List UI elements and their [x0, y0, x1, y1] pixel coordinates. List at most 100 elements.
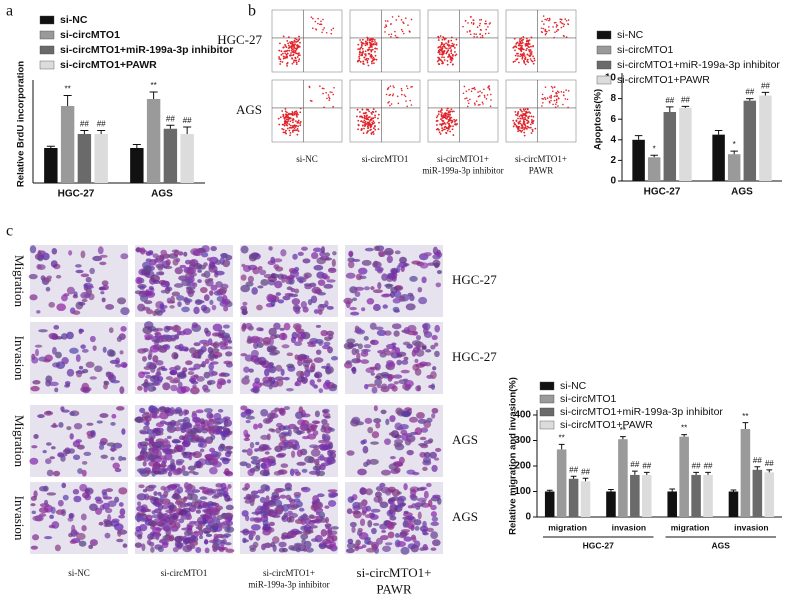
- cell: [180, 422, 188, 431]
- event-dot: [365, 58, 367, 61]
- event-dot: [365, 40, 367, 43]
- cell: [295, 500, 303, 508]
- event-dot: [296, 56, 299, 58]
- event-dot: [516, 58, 519, 60]
- event-dot: [406, 105, 408, 108]
- event-dot: [445, 47, 448, 50]
- event-dot: [546, 17, 549, 20]
- cell: [325, 545, 334, 549]
- cell: [369, 366, 378, 370]
- event-dot: [520, 50, 523, 53]
- cell: [246, 448, 253, 456]
- cell: [136, 505, 146, 512]
- cell: [88, 544, 94, 550]
- event-dot: [481, 91, 483, 94]
- event-dot: [397, 102, 400, 105]
- plot-frame: [427, 9, 499, 73]
- cell: [370, 508, 381, 513]
- cell: [178, 343, 184, 352]
- event-dot: [370, 49, 373, 52]
- event-dot: [441, 112, 443, 114]
- cell: [404, 407, 412, 412]
- cell: [157, 264, 164, 271]
- event-dot: [484, 20, 487, 22]
- cell: [69, 539, 77, 544]
- event-dot: [526, 122, 529, 125]
- cell: [293, 426, 299, 434]
- event-dot: [289, 41, 292, 44]
- cell: [199, 418, 206, 425]
- cell: [179, 264, 187, 269]
- cell: [244, 375, 250, 379]
- event-dot: [454, 119, 457, 122]
- cell: [169, 419, 177, 427]
- event-dot: [439, 49, 442, 52]
- event-dot: [370, 128, 372, 131]
- cell: [285, 387, 294, 392]
- event-dot: [445, 131, 447, 134]
- event-dot: [475, 33, 477, 35]
- event-dot: [514, 54, 517, 57]
- event-dot: [479, 22, 481, 25]
- event-dot: [514, 49, 516, 52]
- event-dot: [291, 126, 294, 129]
- cell: [48, 524, 56, 529]
- x-tick-label: migration: [671, 522, 710, 532]
- event-dot: [547, 26, 550, 28]
- event-dot: [441, 115, 443, 118]
- event-dot: [299, 107, 302, 110]
- event-dot: [372, 108, 375, 111]
- cell: [343, 342, 354, 350]
- event-dot: [284, 110, 287, 113]
- cell: [32, 380, 41, 385]
- cell: [182, 470, 190, 477]
- cell: [359, 518, 366, 527]
- event-dot: [297, 44, 299, 47]
- event-dot: [466, 31, 469, 33]
- cell: [254, 377, 260, 384]
- event-dot: [371, 43, 374, 46]
- event-dot: [530, 115, 533, 118]
- cell: [387, 531, 395, 539]
- event-dot: [361, 44, 363, 47]
- legend-label: si-circMTO1+PAWR: [60, 59, 157, 71]
- cell: [202, 517, 207, 525]
- cell: [314, 410, 320, 418]
- cell: [134, 290, 143, 295]
- event-dot: [287, 44, 290, 47]
- event-dot: [296, 127, 299, 130]
- cell: [165, 259, 171, 266]
- event-dot: [367, 126, 369, 129]
- event-dot: [290, 50, 293, 52]
- cell: [212, 511, 218, 516]
- event-dot: [377, 128, 380, 131]
- cell: [401, 359, 409, 365]
- cell: [202, 343, 210, 347]
- cell: [78, 540, 87, 547]
- event-dot: [464, 97, 466, 100]
- event-dot: [312, 17, 314, 20]
- cell: [167, 484, 176, 491]
- cell: [43, 499, 49, 506]
- cell: [52, 346, 57, 355]
- cell: [391, 268, 398, 275]
- cell: [165, 326, 174, 331]
- cell: [432, 366, 437, 371]
- cell: [218, 426, 224, 430]
- cell: [89, 267, 95, 275]
- cell: [64, 381, 71, 385]
- cell: [326, 535, 335, 544]
- event-dot: [299, 111, 302, 114]
- cell: [364, 514, 372, 519]
- cell: [121, 428, 126, 435]
- event-dot: [279, 116, 282, 119]
- cell: [173, 446, 180, 453]
- event-dot: [385, 25, 388, 28]
- event-dot: [557, 105, 559, 107]
- event-dot: [442, 120, 445, 122]
- cell: [324, 336, 332, 341]
- cell: [327, 443, 334, 449]
- cell: [287, 510, 293, 515]
- cell: [144, 508, 152, 513]
- cell: [287, 428, 292, 437]
